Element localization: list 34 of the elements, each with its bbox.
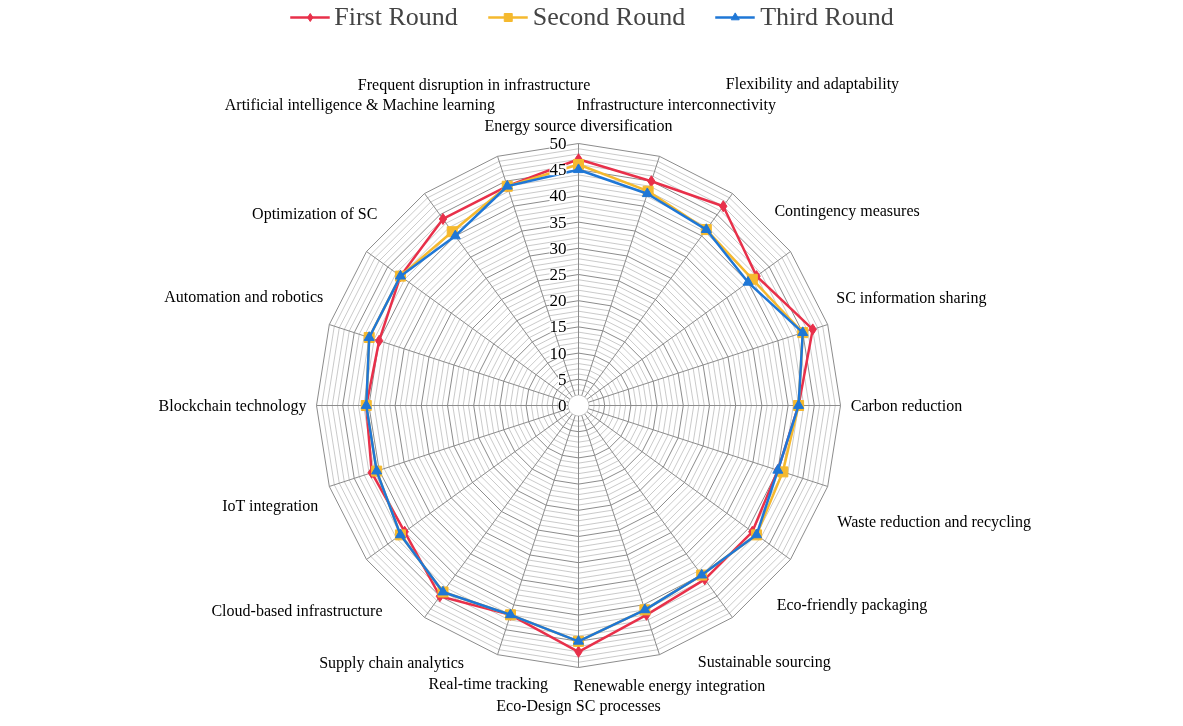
y-tick-label: 40 — [549, 186, 567, 206]
spoke-label: Cloud-based infrastructure — [211, 601, 383, 619]
spoke-label: Artificial intelligence & Machine learning — [224, 96, 495, 115]
spoke-label: Eco-friendly packaging — [776, 595, 928, 614]
spoke-label: Supply chain analytics — [319, 654, 465, 673]
spoke-label: Carbon reduction — [850, 397, 963, 414]
spoke-label: Automation and robotics — [164, 288, 324, 306]
spoke-label: Optimization of SC — [252, 205, 378, 224]
y-tick-label: 30 — [549, 238, 567, 258]
spoke-label: IoT integration — [222, 497, 319, 516]
spoke-label: SC information sharing — [836, 288, 987, 307]
y-tick-label: 0 — [558, 396, 567, 415]
legend-label: Third Round — [760, 2, 894, 32]
y-tick-label: 15 — [549, 317, 567, 337]
spoke-label: Eco-Design SC processes — [496, 697, 661, 715]
spoke-label: Contingency measures — [774, 201, 920, 220]
spoke-label: Frequent disruption in infrastructure — [357, 75, 591, 94]
spoke-label: Waste reduction and recycling — [837, 512, 1032, 531]
y-tick-label: 35 — [549, 212, 567, 232]
y-tick-label: 10 — [549, 343, 567, 363]
y-tick-label: 45 — [549, 160, 567, 180]
spoke-label: Real-time tracking — [428, 674, 549, 693]
spoke-label: Infrastructure interconnectivity — [576, 96, 776, 115]
spoke-label: Sustainable sourcing — [697, 652, 831, 671]
legend-label: Second Round — [532, 2, 686, 32]
spoke-label: Energy source diversification — [484, 117, 673, 135]
legend-label: First Round — [334, 2, 458, 32]
y-tick-label: 20 — [549, 291, 567, 311]
y-tick-label: 50 — [549, 134, 567, 153]
y-tick-label: 25 — [549, 265, 567, 284]
spoke-label: Blockchain technology — [158, 397, 307, 415]
spoke-label: Renewable energy integration — [573, 676, 766, 695]
spoke-label: Flexibility and adaptability — [725, 75, 900, 94]
y-tick-label: 5 — [558, 369, 567, 389]
